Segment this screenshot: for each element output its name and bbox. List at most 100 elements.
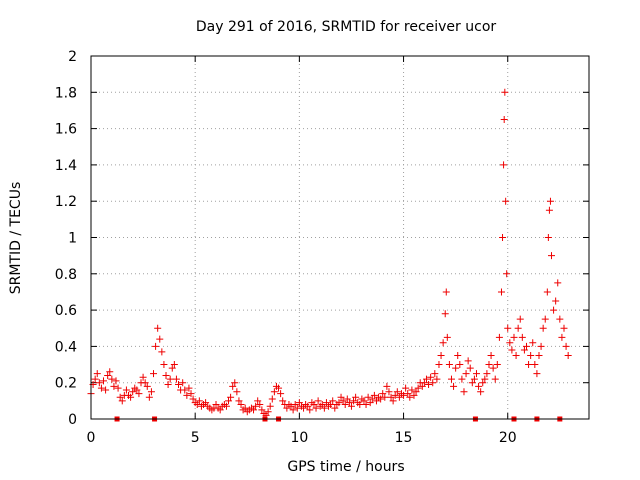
data-point	[395, 393, 403, 401]
data-point	[304, 402, 312, 410]
data-point	[183, 391, 191, 399]
data-point	[472, 370, 480, 378]
data-point	[300, 404, 308, 412]
y-tick-label: 0.6	[55, 303, 77, 319]
data-point	[462, 370, 470, 378]
data-point	[414, 384, 422, 392]
data-point	[479, 379, 487, 387]
data-point	[291, 400, 299, 408]
data-point	[306, 406, 314, 414]
data-point	[495, 333, 503, 341]
data-point	[241, 404, 249, 412]
data-point	[544, 234, 552, 241]
data-point	[362, 400, 370, 408]
data-point	[97, 384, 105, 392]
data-point	[202, 399, 210, 407]
data-point	[437, 351, 445, 359]
data-point	[322, 399, 330, 407]
data-point	[562, 342, 570, 350]
chart-title: Day 291 of 2016, SRMTID for receiver uco…	[196, 19, 497, 35]
data-point	[318, 400, 326, 408]
data-point	[425, 381, 433, 389]
y-tick-label: 1.6	[55, 122, 77, 138]
data-points	[87, 88, 572, 419]
data-point	[504, 324, 512, 332]
data-point	[327, 400, 335, 408]
data-point	[264, 408, 272, 416]
data-point	[389, 397, 397, 405]
data-point	[152, 342, 160, 350]
data-point	[435, 361, 443, 369]
data-point	[100, 377, 108, 385]
data-point	[410, 391, 418, 399]
data-point	[135, 390, 143, 398]
data-point	[497, 288, 505, 296]
data-point	[514, 324, 522, 332]
data-point	[546, 197, 554, 205]
data-point	[127, 393, 135, 401]
data-point	[254, 397, 262, 405]
data-point	[510, 333, 518, 341]
data-point	[227, 393, 235, 401]
data-point	[491, 375, 499, 383]
data-point	[404, 390, 412, 398]
data-point	[460, 388, 468, 396]
data-point	[412, 388, 420, 396]
data-point	[539, 324, 547, 332]
data-point	[95, 379, 103, 387]
data-point	[439, 339, 447, 347]
data-point	[343, 395, 351, 403]
data-point	[145, 393, 153, 401]
data-point	[543, 288, 551, 296]
data-point	[475, 382, 483, 390]
data-point	[556, 315, 564, 323]
data-point	[225, 397, 233, 405]
tick-layer: 00.20.40.60.811.21.41.61.820 5 10 15 20	[55, 49, 589, 446]
data-point	[372, 397, 380, 405]
data-point	[431, 370, 439, 378]
data-point	[270, 388, 278, 396]
data-point	[418, 382, 426, 390]
data-point	[422, 375, 430, 383]
data-point	[541, 315, 549, 323]
y-tick-label: 0.2	[55, 376, 77, 392]
data-point	[277, 390, 285, 398]
data-point	[347, 402, 355, 410]
data-point	[364, 393, 372, 401]
data-point	[329, 397, 337, 405]
data-point	[235, 397, 243, 405]
data-point	[483, 370, 491, 378]
data-point	[500, 161, 508, 169]
data-point	[275, 384, 283, 392]
data-point	[158, 348, 166, 356]
x-tick-label: 15	[395, 430, 413, 446]
data-point	[293, 404, 301, 412]
data-point	[160, 361, 168, 369]
data-point	[554, 279, 562, 287]
data-point	[377, 395, 385, 403]
data-point	[212, 400, 220, 408]
data-point	[133, 386, 141, 394]
data-point	[454, 351, 462, 359]
data-point	[310, 400, 318, 408]
data-point	[537, 342, 545, 350]
data-point	[481, 375, 489, 383]
data-point	[108, 375, 116, 383]
data-point	[560, 324, 568, 332]
data-point	[229, 382, 237, 390]
data-point	[452, 364, 460, 372]
data-point	[547, 252, 555, 260]
data-point	[368, 395, 376, 403]
data-point	[172, 375, 180, 383]
data-point	[122, 386, 130, 394]
data-point	[250, 406, 258, 414]
data-point	[345, 399, 353, 407]
data-point	[545, 206, 553, 214]
data-point	[370, 391, 378, 399]
data-point	[258, 406, 266, 414]
data-point	[533, 370, 541, 378]
data-point	[181, 386, 189, 394]
data-point	[164, 381, 172, 389]
data-point	[102, 386, 110, 394]
